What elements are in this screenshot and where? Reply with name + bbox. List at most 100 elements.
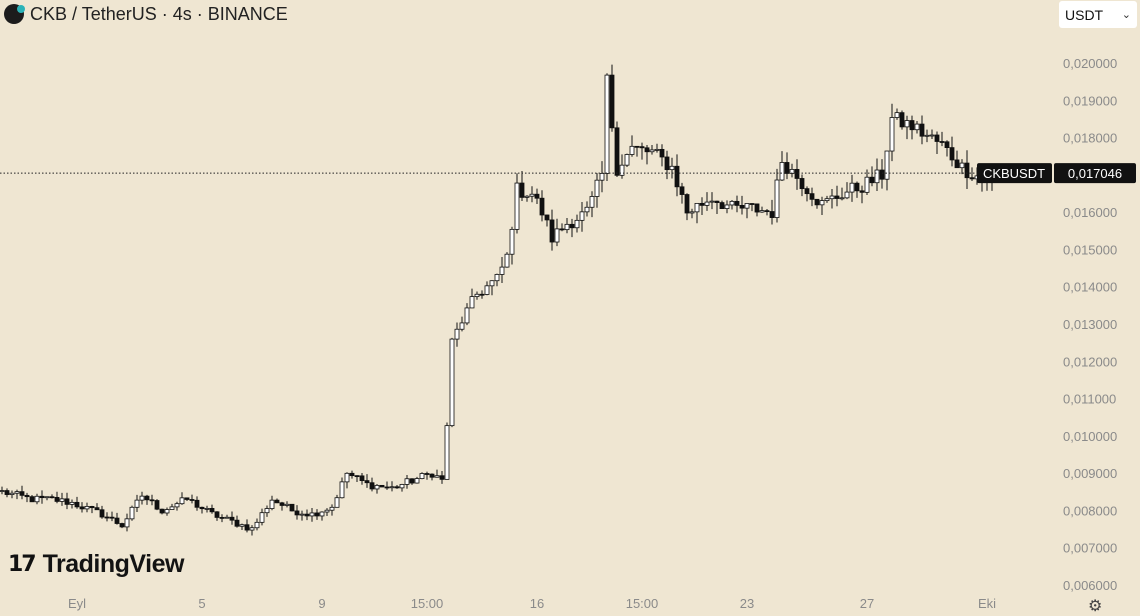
candle-body: [824, 198, 830, 202]
candle-body: [464, 307, 470, 324]
candle-body: [364, 480, 370, 484]
candle-body: [324, 509, 330, 513]
candle-body: [209, 507, 215, 513]
candle-body: [744, 203, 750, 209]
candle-body: [539, 197, 545, 216]
candle-body: [469, 296, 475, 309]
last-price-tag: [1054, 163, 1136, 184]
candle-body: [944, 141, 950, 149]
candle-body: [199, 506, 205, 510]
candle-body: [954, 159, 960, 169]
y-tick-label: 0,010000: [1063, 429, 1117, 444]
candle-body: [369, 482, 375, 490]
candle-body: [524, 195, 530, 198]
candle-body: [449, 338, 455, 427]
candle-body: [319, 511, 325, 517]
candle-body: [64, 498, 70, 505]
candle-body: [4, 490, 10, 495]
candle-body: [164, 509, 170, 514]
candle-body: [679, 186, 685, 195]
candle-body: [739, 205, 745, 209]
candle-body: [759, 210, 765, 213]
candle-body: [934, 134, 940, 142]
y-tick-label: 0,016000: [1063, 205, 1117, 220]
candle-body: [19, 491, 25, 496]
y-tick-label: 0,019000: [1063, 93, 1117, 108]
y-tick-label: 0,020000: [1063, 56, 1117, 71]
candle-body: [329, 506, 335, 511]
candle-body: [439, 475, 445, 480]
candle-body: [129, 506, 135, 520]
candle-body: [544, 214, 550, 221]
candle-body: [344, 472, 350, 483]
tradingview-brand[interactable]: 17 TradingView: [8, 550, 184, 579]
y-tick-label: 0,015000: [1063, 242, 1117, 257]
candle-body: [669, 165, 675, 171]
candle-body: [94, 507, 100, 511]
candle-body: [304, 513, 310, 517]
candle-body: [274, 499, 280, 504]
tradingview-logo-icon: 17: [8, 552, 37, 577]
candle-body: [379, 484, 385, 488]
candle-body: [219, 517, 225, 519]
candle-body: [904, 120, 910, 128]
y-tick-label: 0,011000: [1063, 392, 1116, 407]
candle-body: [799, 178, 805, 190]
candle-body: [154, 500, 160, 510]
y-tick-label: 0,008000: [1063, 503, 1117, 518]
candle-body: [434, 475, 440, 478]
candle-body: [399, 484, 405, 489]
candle-body: [674, 165, 680, 188]
candle-body: [184, 497, 190, 500]
candle-body: [89, 506, 95, 509]
candle-body: [554, 228, 560, 243]
candle-body: [314, 512, 320, 517]
candle-body: [424, 473, 430, 475]
candle-body: [794, 168, 800, 179]
candle-body: [84, 506, 90, 510]
candle-body: [194, 499, 200, 508]
candle-body: [309, 512, 315, 517]
candle-body: [189, 499, 195, 501]
candle-body: [604, 74, 610, 174]
candle-body: [169, 506, 175, 510]
candle-body: [919, 123, 925, 137]
candle-body: [514, 182, 520, 230]
candle-body: [414, 478, 420, 484]
candle-body: [859, 190, 865, 193]
candle-body: [924, 134, 930, 137]
candle-body: [374, 484, 380, 490]
candle-body: [354, 475, 360, 478]
candle-body: [804, 188, 810, 195]
candle-body: [684, 194, 690, 214]
candle-body: [774, 179, 780, 218]
candle-body: [239, 524, 245, 527]
candle-body: [779, 162, 785, 181]
candle-body: [454, 328, 460, 340]
candle-body: [709, 200, 715, 203]
candle-body: [334, 497, 340, 508]
candle-body: [49, 496, 55, 499]
candle-body: [734, 200, 740, 206]
y-tick-label: 0,014000: [1063, 280, 1117, 295]
candle-body: [689, 211, 695, 214]
candle-body: [564, 223, 570, 231]
candle-body: [894, 112, 900, 118]
x-tick-label: 27: [860, 596, 874, 611]
candle-body: [234, 519, 240, 527]
candle-body: [299, 513, 305, 516]
candle-body: [584, 206, 590, 213]
candle-body: [889, 117, 895, 152]
candle-body: [24, 494, 30, 498]
candle-body: [574, 219, 580, 229]
candle-body: [359, 475, 365, 482]
candle-body: [499, 266, 505, 275]
candle-body: [259, 512, 265, 523]
candle-body: [844, 191, 850, 199]
candle-body: [294, 510, 300, 516]
x-tick-label: 15:00: [626, 596, 659, 611]
candle-body: [54, 496, 60, 502]
currency-select[interactable]: USDT ⌄: [1059, 1, 1137, 28]
gear-icon[interactable]: ⚙: [1088, 598, 1103, 615]
